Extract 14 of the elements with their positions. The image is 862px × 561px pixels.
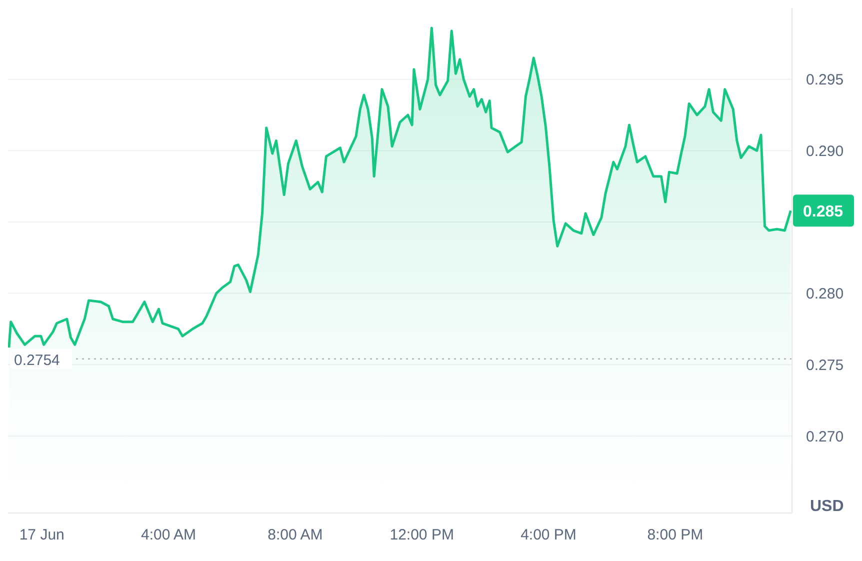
text: 0.285 bbox=[802, 204, 844, 221]
y-tick-label: 0.275 bbox=[806, 356, 844, 374]
y-tick-label: 0.270 bbox=[806, 428, 844, 446]
ref-line-label: 0.2754 bbox=[14, 352, 60, 369]
y-tick-label: 0.290 bbox=[806, 142, 844, 160]
y-axis-title: USD bbox=[810, 498, 844, 515]
x-tick-label: 8:00 AM bbox=[268, 526, 323, 544]
y-tick-label: 0.280 bbox=[806, 286, 844, 303]
x-tick-label: 12:00 PM bbox=[390, 526, 454, 544]
x-tick-label: 17 Jun bbox=[19, 526, 64, 544]
x-tick-label: 4:00 AM bbox=[141, 526, 196, 544]
x-tick-label: 8:00 PM bbox=[647, 526, 704, 544]
y-tick-label: 0.295 bbox=[806, 72, 844, 89]
x-tick-label: 4:00 PM bbox=[520, 526, 576, 544]
